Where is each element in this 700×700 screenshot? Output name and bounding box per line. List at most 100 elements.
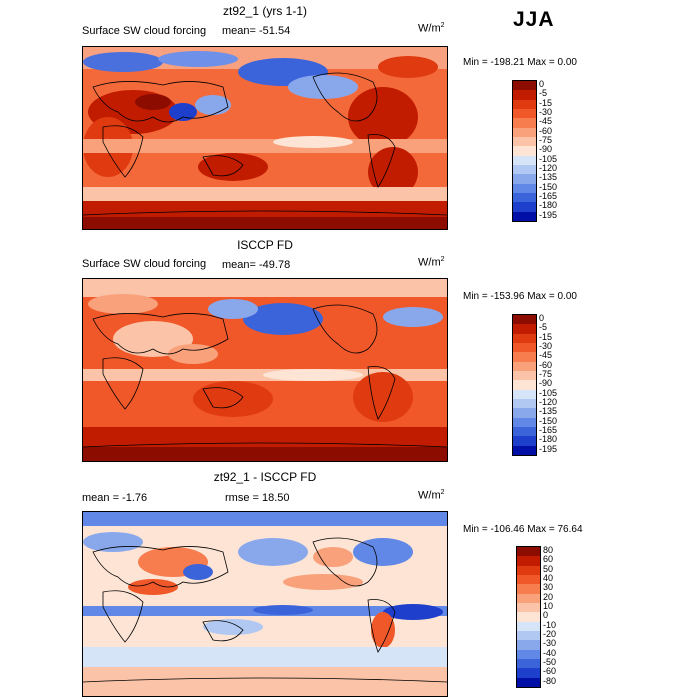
colorbar-swatch — [513, 352, 536, 362]
colorbar-level-label: -5 — [539, 88, 548, 99]
panel-3-units: W/m2 — [418, 489, 445, 502]
colorbar-swatch — [513, 342, 536, 353]
colorbar-swatch — [513, 436, 536, 446]
colorbar-level-label: 0 — [539, 313, 545, 323]
panel-2-subtitle: Surface SW cloud forcing — [82, 258, 207, 270]
colorbar-level-label: -15 — [539, 331, 553, 342]
colorbar-level-label: -45 — [539, 350, 553, 361]
colorbar-swatch — [513, 445, 536, 455]
colorbar-swatch — [513, 324, 536, 334]
colorbar-level-label: -150 — [539, 181, 558, 192]
panel-2-map-field — [83, 279, 447, 461]
colorbar-level-label: -105 — [539, 387, 558, 398]
colorbar-level-label: -45 — [539, 116, 553, 127]
colorbar-level-label: -80 — [543, 675, 557, 686]
colorbar-swatch — [517, 668, 540, 678]
colorbar-swatch — [513, 192, 536, 203]
colorbar-level-label: -75 — [539, 135, 553, 145]
panel-3-mean: mean = -1.76 — [82, 492, 148, 504]
colorbar-level-label: -120 — [539, 397, 558, 407]
colorbar-level-label: 0 — [539, 79, 545, 89]
colorbar-swatch — [513, 146, 536, 156]
colorbar-swatch — [517, 574, 540, 585]
colorbar-swatch — [513, 202, 536, 212]
colorbar-level-label: -30 — [539, 107, 553, 117]
colorbar-swatch — [517, 658, 540, 669]
colorbar-swatch — [513, 174, 536, 184]
colorbar-swatch — [517, 612, 540, 622]
colorbar-swatch — [513, 315, 536, 325]
panel-1-map — [82, 46, 448, 230]
colorbar-swatch — [517, 593, 540, 603]
colorbar-level-label: -195 — [539, 209, 558, 220]
colorbar-level-label: 50 — [543, 563, 554, 574]
colorbar-swatch — [513, 81, 536, 91]
colorbar-swatch — [513, 90, 536, 100]
colorbar-level-label: 80 — [543, 545, 554, 555]
panel-1-minmax: Min = -198.21 Max = 0.00 — [463, 57, 577, 68]
panel-2-map — [82, 278, 448, 462]
colorbar-level-label: -135 — [539, 172, 558, 183]
panel-3-colorbar — [516, 546, 541, 688]
colorbar-swatch — [513, 408, 536, 418]
colorbar-level-label: -180 — [539, 200, 558, 211]
panel-2-units: W/m2 — [418, 256, 445, 269]
colorbar-level-label: -60 — [539, 359, 553, 370]
colorbar-swatch — [513, 183, 536, 193]
panel-2-mean: mean= -49.78 — [222, 259, 291, 271]
colorbar-swatch — [513, 211, 536, 221]
colorbar-swatch — [513, 118, 536, 128]
colorbar-level-label: 10 — [543, 601, 554, 611]
colorbar-swatch — [517, 621, 540, 631]
panel-2-colorbar — [512, 314, 537, 456]
panel-3-map — [82, 511, 448, 697]
panel-1-colorbar — [512, 80, 537, 222]
colorbar-level-label: -165 — [539, 425, 558, 435]
colorbar-level-label: -60 — [543, 666, 557, 677]
colorbar-swatch — [513, 333, 536, 343]
colorbar-level-label: -135 — [539, 406, 558, 417]
colorbar-swatch — [517, 649, 540, 659]
season-label: JJA — [513, 8, 555, 31]
colorbar-level-label: 0 — [543, 610, 549, 621]
panel-2-minmax: Min = -153.96 Max = 0.00 — [463, 291, 577, 302]
panel-3-title: zt92_1 - ISCCP FD — [213, 470, 317, 484]
colorbar-swatch — [513, 380, 536, 390]
colorbar-level-label: -60 — [539, 125, 553, 136]
colorbar-level-label: -90 — [539, 378, 553, 389]
colorbar-swatch — [517, 584, 540, 594]
colorbar-level-label: 40 — [543, 573, 554, 583]
colorbar-level-label: -50 — [543, 657, 557, 667]
panel-1-units: W/m2 — [418, 22, 445, 35]
colorbar-swatch — [517, 602, 540, 613]
colorbar-level-label: -195 — [539, 443, 558, 454]
colorbar-level-label: -165 — [539, 191, 558, 201]
colorbar-level-label: -105 — [539, 153, 558, 164]
colorbar-swatch — [513, 417, 536, 427]
colorbar-level-label: -180 — [539, 434, 558, 445]
panel-1-title: zt92_1 (yrs 1-1) — [222, 4, 308, 18]
colorbar-level-label: -40 — [543, 647, 557, 658]
colorbar-level-label: -10 — [543, 619, 557, 630]
colorbar-swatch — [513, 136, 536, 147]
colorbar-level-label: -30 — [539, 341, 553, 351]
colorbar-swatch — [513, 361, 536, 371]
colorbar-swatch — [513, 389, 536, 399]
panel-1-mean: mean= -51.54 — [222, 25, 291, 37]
colorbar-swatch — [513, 108, 536, 119]
colorbar-swatch — [517, 547, 540, 557]
colorbar-level-label: -15 — [539, 97, 553, 108]
colorbar-level-label: -150 — [539, 415, 558, 426]
panel-2-title: ISCCP FD — [237, 238, 293, 252]
colorbar-level-label: 60 — [543, 554, 554, 565]
panel-3-rmse: rmse = 18.50 — [225, 492, 290, 504]
colorbar-level-label: -20 — [543, 629, 557, 639]
colorbar-level-label: 20 — [543, 591, 554, 602]
colorbar-swatch — [513, 155, 536, 165]
colorbar-level-label: -120 — [539, 163, 558, 173]
panel-3-minmax: Min = -106.46 Max = 76.64 — [463, 524, 583, 535]
colorbar-level-label: -90 — [539, 144, 553, 155]
colorbar-level-label: -75 — [539, 369, 553, 379]
colorbar-swatch — [517, 677, 540, 687]
colorbar-swatch — [513, 127, 536, 137]
